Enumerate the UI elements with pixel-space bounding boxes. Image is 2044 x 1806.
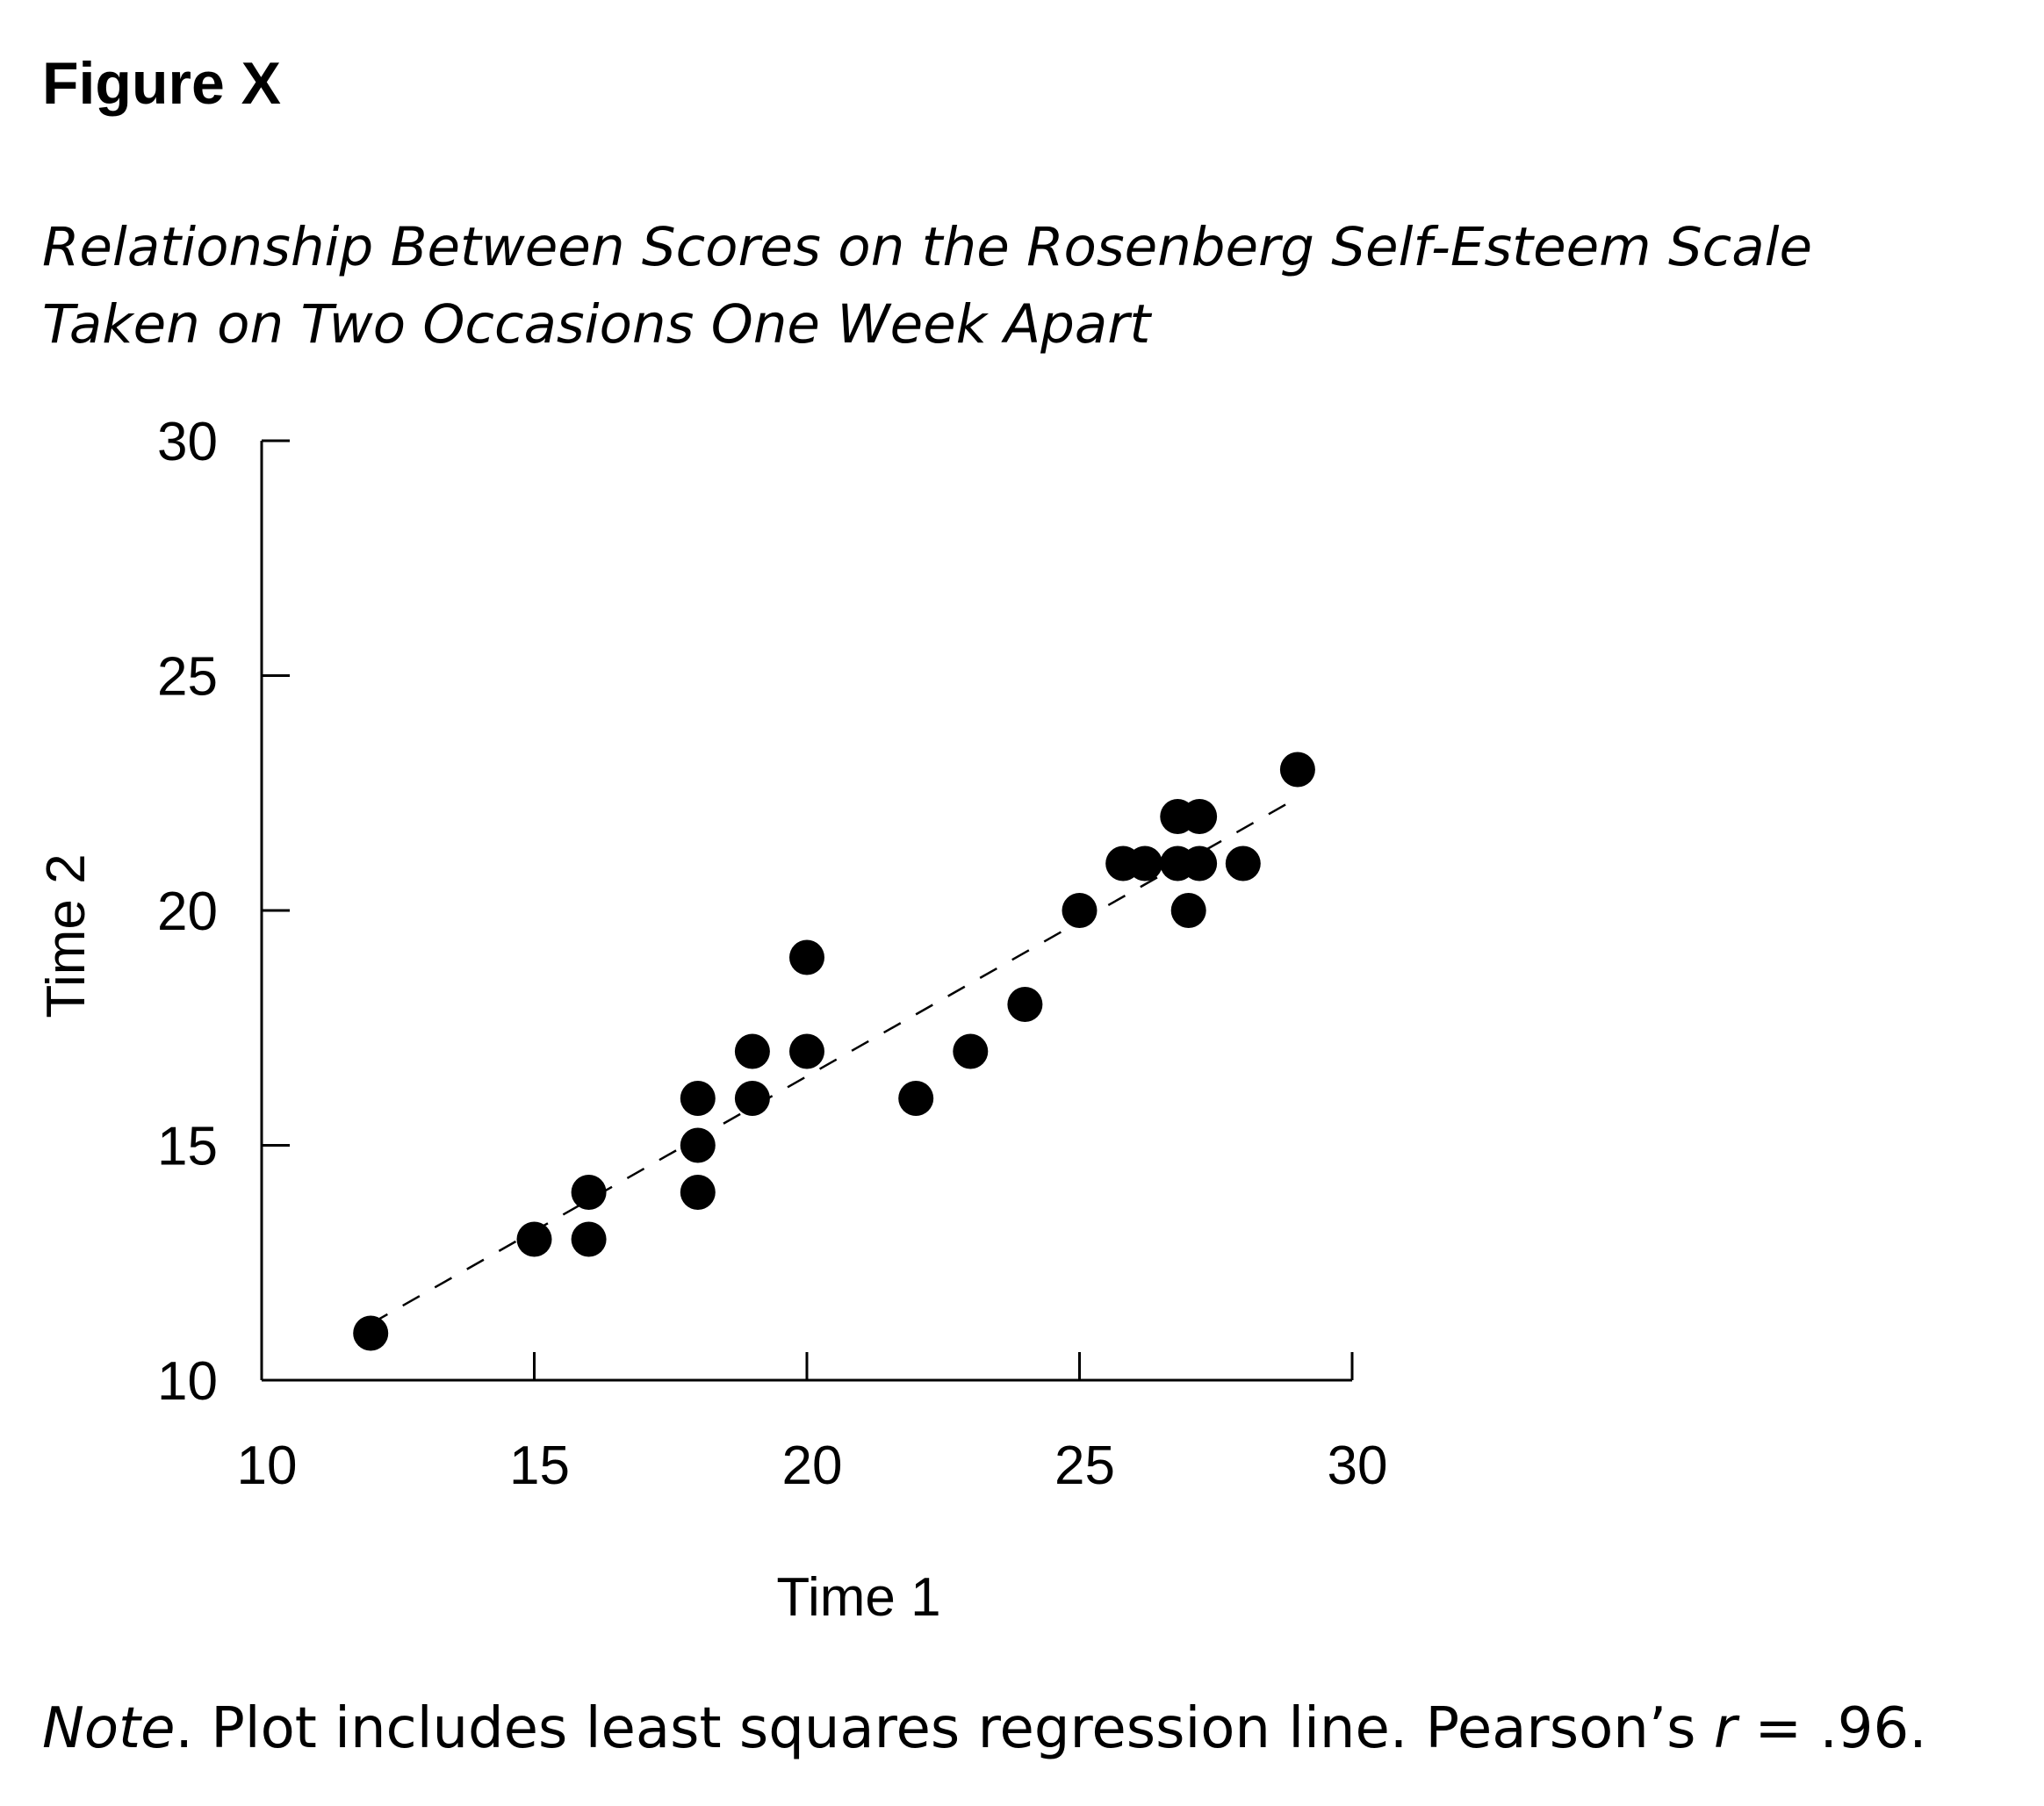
axis-labels: Time 1 Time 2: [36, 853, 941, 1628]
y-tick-label: 30: [157, 412, 218, 472]
x-tick-label: 30: [1328, 1435, 1388, 1496]
figure-title-line-2: Taken on Two Occasions One Week Apart: [42, 293, 1151, 356]
data-points: [353, 752, 1315, 1351]
data-point: [734, 1081, 770, 1116]
figure-title-line-1: Relationship Between Scores on the Rosen…: [42, 216, 1813, 278]
data-point: [1007, 987, 1043, 1022]
data-point: [953, 1033, 989, 1069]
data-point: [680, 1175, 716, 1210]
regression-line: [370, 796, 1299, 1325]
data-point: [789, 939, 824, 975]
data-point: [1279, 752, 1315, 788]
data-point: [680, 1081, 716, 1116]
axes: 10 15 20 25 30 10 15 20 25 30: [157, 412, 1387, 1496]
x-tick-label: 15: [509, 1435, 570, 1496]
figure-title: Relationship Between Scores on the Rosen…: [42, 209, 1974, 363]
data-point: [898, 1081, 934, 1116]
data-point: [1170, 893, 1206, 928]
data-point: [1062, 893, 1098, 928]
x-tick-label: 25: [1054, 1435, 1115, 1496]
data-point: [571, 1221, 607, 1257]
data-point: [789, 1033, 824, 1069]
data-point: [353, 1315, 389, 1351]
figure-label: Figure X: [42, 50, 282, 117]
x-tick-label: 20: [782, 1435, 843, 1496]
scatter-plot: 10 15 20 25 30 10 15 20 25 30 Time 1 Time 2: [36, 412, 1387, 1628]
note-prefix: Note: [42, 1696, 176, 1761]
y-tick-label: 20: [157, 881, 218, 942]
note-r-value: = .96.: [1737, 1696, 1927, 1761]
note-text: . Plot includes least squares regression…: [175, 1696, 1714, 1761]
data-point: [1182, 845, 1218, 881]
regression-line-group: [370, 796, 1299, 1325]
data-point: [680, 1127, 716, 1163]
note-r-symbol: r: [1713, 1696, 1738, 1761]
x-axis-label: Time 1: [776, 1567, 940, 1628]
figure-note: Note. Plot includes least squares regres…: [42, 1696, 1927, 1761]
y-axis-label: Time 2: [36, 853, 97, 1018]
y-tick-label: 10: [157, 1351, 218, 1412]
data-point: [1127, 845, 1163, 881]
y-tick-label: 15: [157, 1117, 218, 1177]
data-point: [1225, 845, 1261, 881]
y-tick-label: 25: [157, 647, 218, 708]
data-point: [1182, 799, 1218, 834]
x-tick-label: 10: [237, 1435, 298, 1496]
data-point: [516, 1221, 552, 1257]
data-point: [734, 1033, 770, 1069]
data-point: [571, 1175, 607, 1210]
